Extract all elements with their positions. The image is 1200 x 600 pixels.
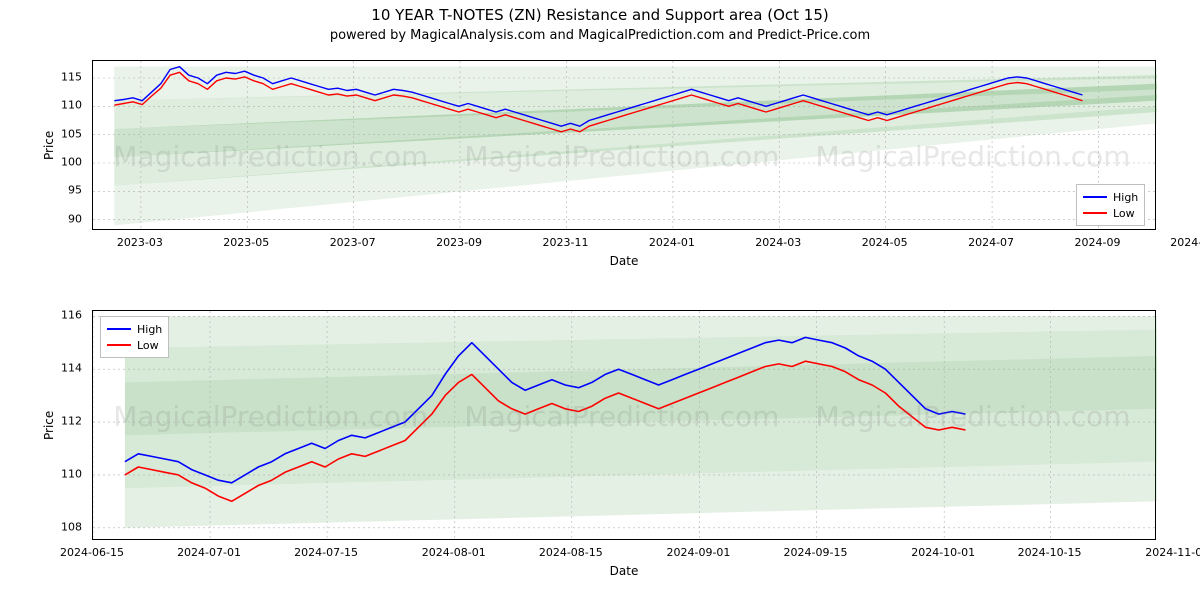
legend-swatch-high [107,328,131,330]
xtick-label: 2024-10-15 [1018,546,1082,559]
xtick-label: 2024-07-01 [177,546,241,559]
chart-bottom-legend: High Low [100,316,169,358]
chart-top-plot [93,61,1157,231]
chart-bottom-xlabel: Date [92,564,1156,578]
xtick-label: 2024-08-01 [422,546,486,559]
chart-bottom-ylabel: Price [42,411,56,440]
xtick-label: 2023-11 [542,236,588,249]
legend-label-low: Low [137,339,159,352]
xtick-label: 2024-10-01 [911,546,975,559]
chart-top-xlabel: Date [92,254,1156,268]
xtick-label: 2024-11 [1170,236,1200,249]
xtick-label: 2023-03 [117,236,163,249]
chart-bottom-frame [92,310,1156,540]
legend-swatch-high [1083,196,1107,198]
xtick-label: 2024-05 [862,236,908,249]
chart-top-ylabel: Price [42,131,56,160]
chart-top-legend: High Low [1076,184,1145,226]
xtick-label: 2023-05 [223,236,269,249]
xtick-label: 2024-09 [1074,236,1120,249]
legend-row-low: Low [1083,205,1138,221]
legend-swatch-low [107,344,131,346]
xtick-label: 2024-07 [968,236,1014,249]
legend-row-high: High [107,321,162,337]
legend-row-high: High [1083,189,1138,205]
xtick-label: 2024-09-15 [784,546,848,559]
xtick-label: 2023-07 [330,236,376,249]
xtick-label: 2024-08-15 [539,546,603,559]
xtick-label: 2024-09-01 [667,546,731,559]
xtick-label: 2023-09 [436,236,482,249]
chart-top-frame [92,60,1156,230]
legend-label-low: Low [1113,207,1135,220]
legend-label-high: High [1113,191,1138,204]
xtick-label: 2024-06-15 [60,546,124,559]
xtick-label: 2024-11-01 [1145,546,1200,559]
legend-swatch-low [1083,212,1107,214]
legend-row-low: Low [107,337,162,353]
legend-label-high: High [137,323,162,336]
page-title: 10 YEAR T-NOTES (ZN) Resistance and Supp… [0,0,1200,24]
chart-bottom-plot [93,311,1157,541]
xtick-label: 2024-01 [649,236,695,249]
xtick-label: 2024-07-15 [294,546,358,559]
page-subtitle: powered by MagicalAnalysis.com and Magic… [0,24,1200,43]
xtick-label: 2024-03 [755,236,801,249]
